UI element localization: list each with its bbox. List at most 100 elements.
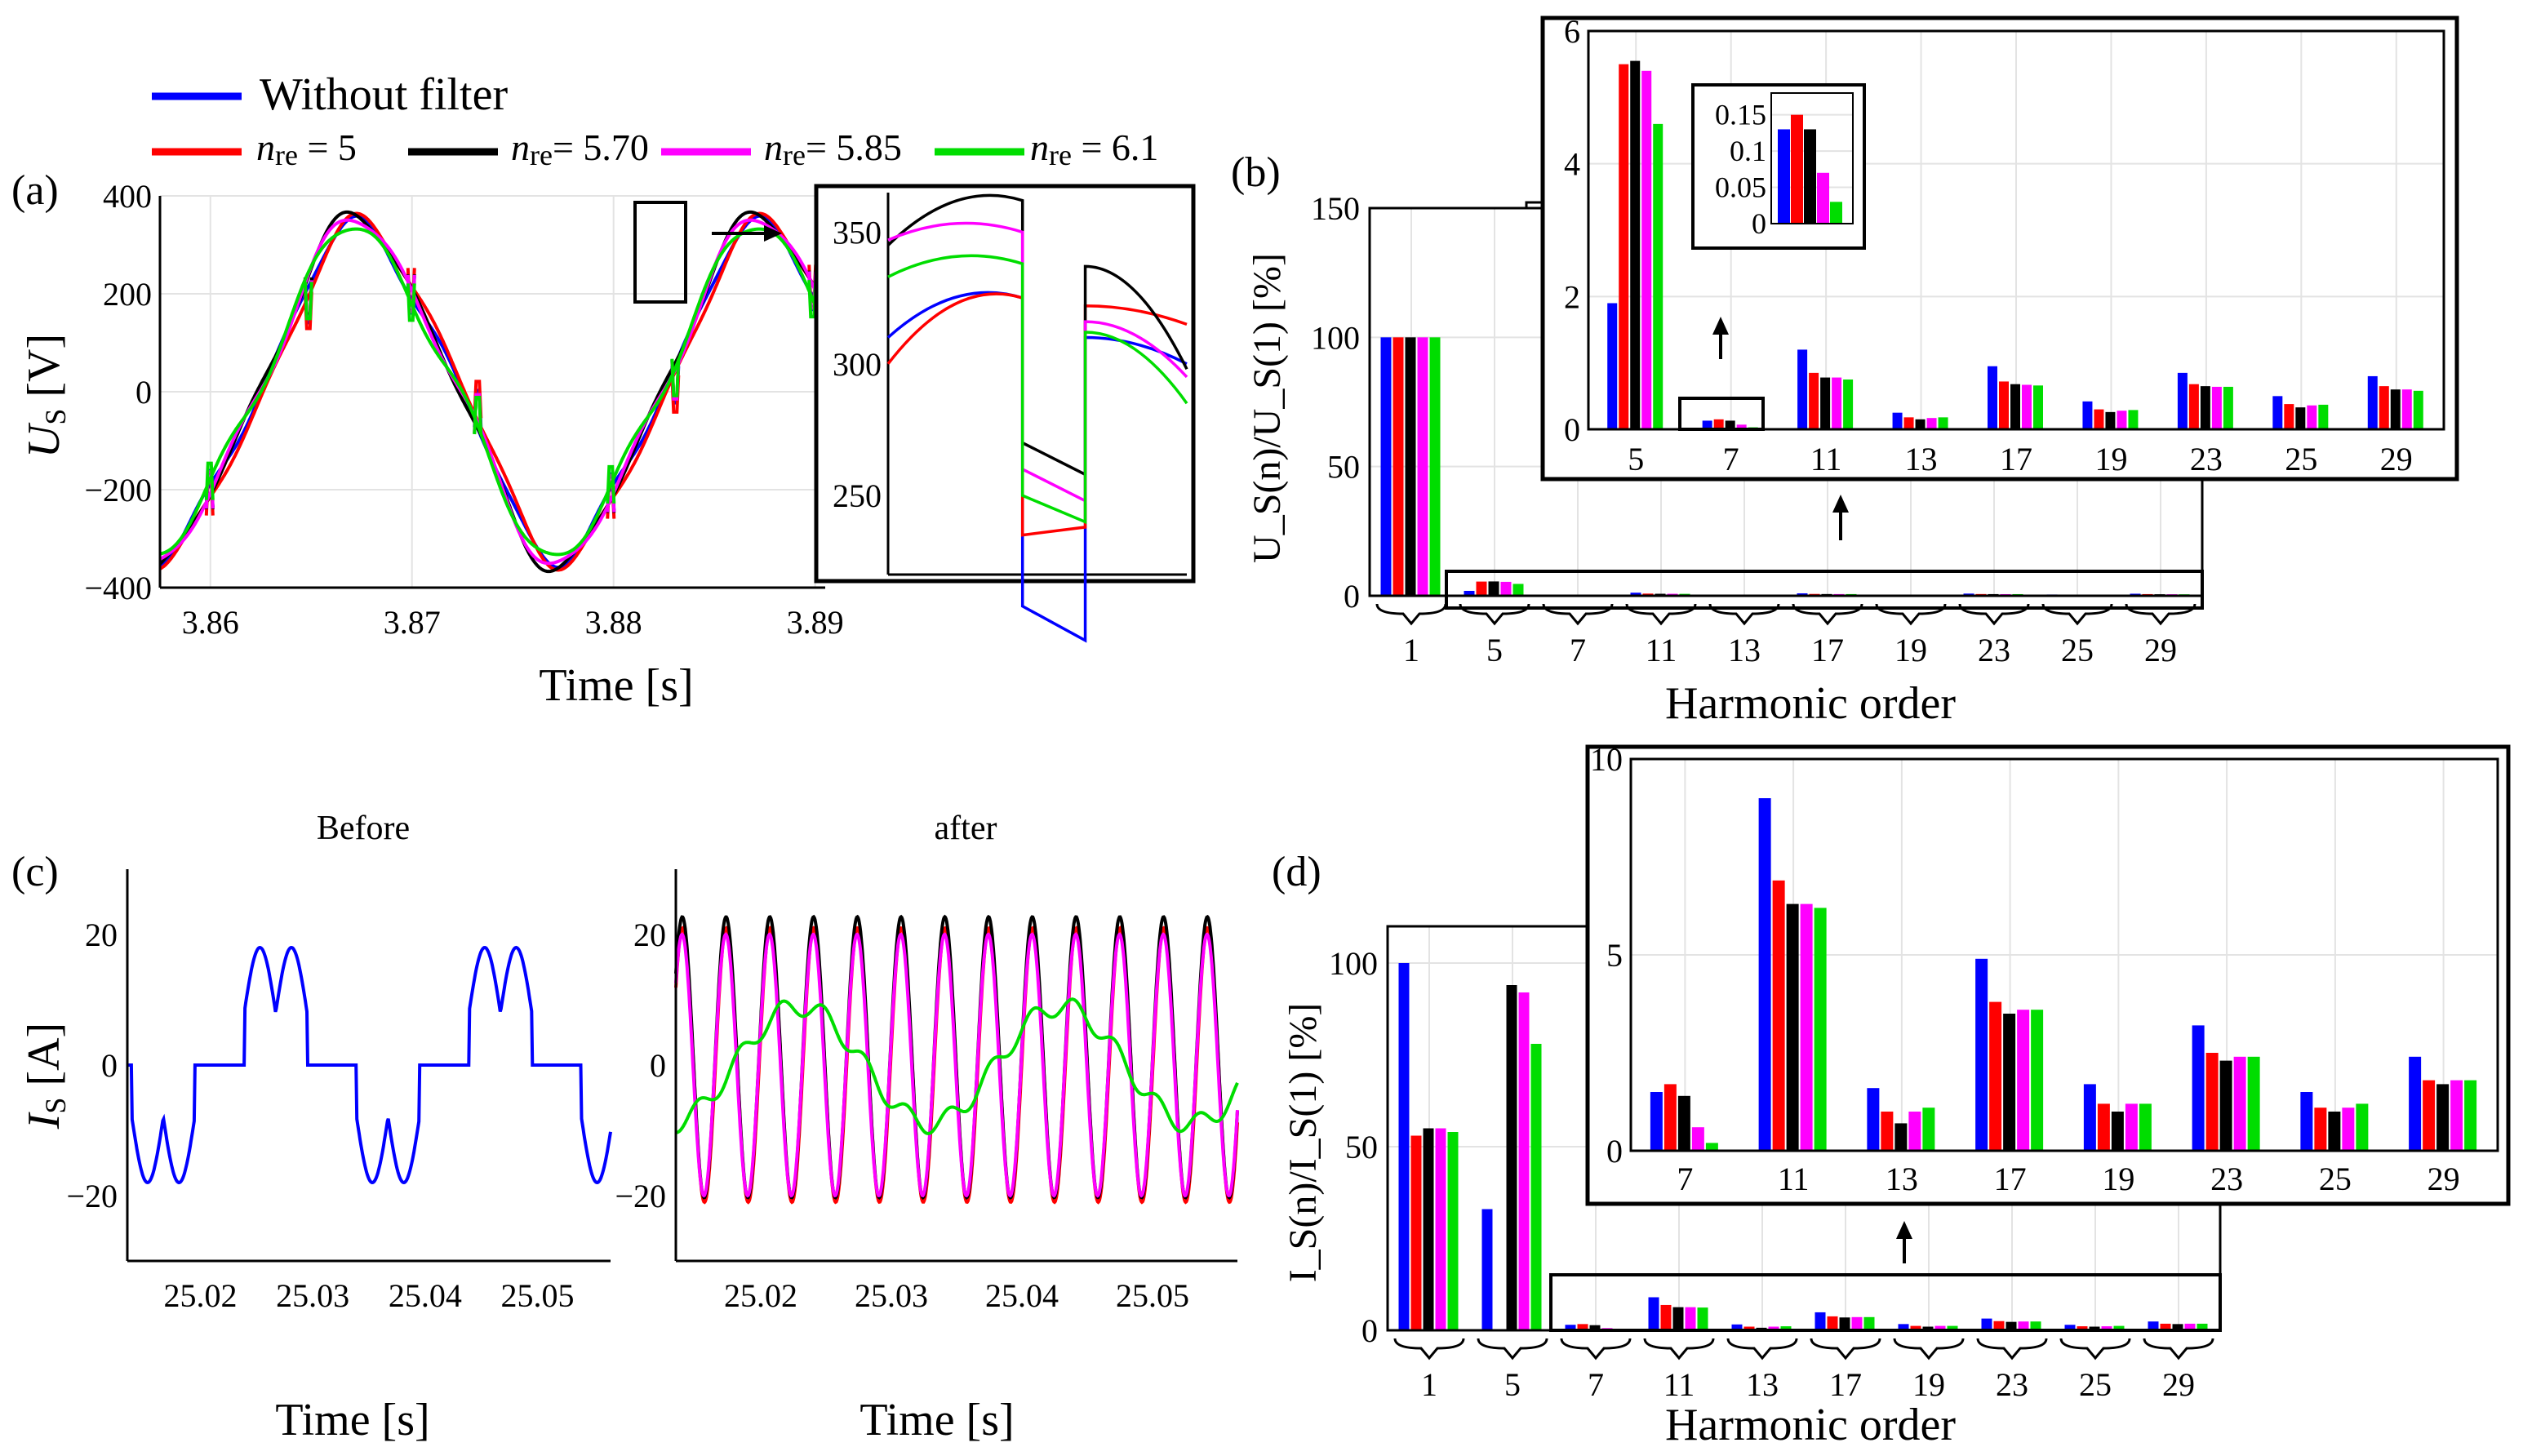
panel-b-zoom-bar	[2390, 389, 2401, 429]
panel-d-ylabel: I_S(n)/I_S(1) [%]	[1281, 1003, 1325, 1283]
panel-b-zoom7-bar	[1778, 129, 1790, 224]
panel-b-zoom-bar	[1809, 372, 1819, 429]
panel-a-xlabel: Time [s]	[539, 660, 693, 711]
panel-d-bar	[1947, 1325, 1958, 1330]
panel-a-inset-ytick-label: 250	[833, 477, 882, 514]
panel-b-zoom7-ytick-label: 0.1	[1730, 135, 1766, 167]
panel-b-xtick-label: 29	[2144, 632, 2177, 668]
panel-label-b: (b)	[1231, 149, 1281, 196]
panel-b-zoom-xtick-label: 17	[2000, 441, 2032, 477]
panel-b-ytick-label: 100	[1311, 319, 1360, 356]
panel-d-xtick-label: 7	[1588, 1366, 1604, 1403]
panel-b-bar	[1380, 337, 1392, 596]
panel-d-zoom-bar	[2017, 1010, 2030, 1151]
panel-d-zoom-ytick-label: 10	[1590, 741, 1623, 778]
panel-a-notch	[606, 464, 616, 504]
panel-d-bar	[1423, 1128, 1434, 1330]
panel-a-xtick-label: 3.88	[585, 604, 642, 641]
panel-a-ytick-label: 200	[103, 276, 152, 313]
panel-d-bar	[1898, 1324, 1909, 1330]
panel-a-xtick-label: 3.86	[182, 604, 239, 641]
panel-d-bar	[2148, 1321, 2159, 1330]
panel-d-bar	[1934, 1325, 1946, 1330]
panel-b-zoom7-axes	[1770, 92, 1854, 224]
panel-d-zoom-bar	[1663, 1084, 1677, 1151]
panel-b-xtick-label: 25	[2061, 632, 2094, 668]
panel-d-xtick-label: 19	[1912, 1366, 1945, 1403]
panel-b-xtick-label: 11	[1646, 632, 1677, 668]
panel-a-zoom-box	[633, 201, 687, 304]
panel-c-after-ytick-label: 20	[633, 917, 666, 953]
panel-b-xtick-label: 5	[1486, 632, 1503, 668]
panel-b-zoom7-ytick-label: 0.15	[1715, 99, 1766, 131]
panel-b-zoom-axes	[1587, 29, 2445, 431]
panel-c-after-series-line	[676, 997, 1239, 1135]
panel-b-bar	[1630, 593, 1641, 596]
panel-b-zoom-bar	[2094, 409, 2104, 429]
panel-d-zoom-xtick-label: 23	[2210, 1161, 2243, 1197]
panel-b-xtick-label: 23	[1978, 632, 2010, 668]
panel-d-bar	[2101, 1326, 2112, 1330]
panel-b-xtick-label: 1	[1403, 632, 1419, 668]
panel-b-zoom-bar	[2033, 385, 2043, 429]
panel-b-zoom-bar	[2401, 389, 2412, 429]
panel-d-bar	[1398, 963, 1410, 1330]
panel-d-zoom-bar	[2423, 1080, 2436, 1151]
panel-a-zoom-arrowhead	[764, 225, 782, 242]
panel-a-inset-ytick-label: 350	[833, 214, 882, 251]
panel-b-xtick-label: 13	[1728, 632, 1761, 668]
panel-a-inset-frame	[814, 184, 1196, 584]
panel-d-zoom-bar	[1975, 958, 1988, 1151]
panel-b-zoom-bar	[2177, 372, 2188, 429]
panel-d-zoom-bar	[2233, 1056, 2246, 1151]
panel-a-notch	[670, 358, 681, 397]
panel-d-bar	[2160, 1323, 2171, 1330]
panel-d-bar	[1577, 1324, 1588, 1330]
panel-d-zoom-xtick-label: 17	[1994, 1161, 2027, 1197]
legend-label-nre-585: nre= 5.85	[764, 127, 902, 171]
panel-b-zoom-bar	[2022, 384, 2032, 429]
panel-b-bar	[1476, 581, 1487, 596]
panel-c-after-xtick-label: 25.04	[985, 1277, 1059, 1314]
panel-b-connector	[1370, 201, 1544, 210]
panel-d-bar	[1660, 1304, 1672, 1330]
panel-a-notch	[406, 283, 416, 322]
panel-b-bar	[1464, 590, 1475, 596]
panel-b-ytick-label: 50	[1327, 449, 1360, 486]
panel-b-zoom-bar	[1797, 349, 1808, 429]
panel-d-bar	[1530, 1044, 1542, 1330]
panel-b-zoom-bar	[2188, 384, 2199, 429]
panel-a-notch	[473, 396, 483, 435]
panel-d-zoom-bar	[2328, 1112, 2341, 1151]
panel-b-zoom-bar	[2211, 386, 2222, 429]
panel-c-after-title: after	[935, 810, 997, 847]
panel-b-zoom-bar	[1736, 424, 1747, 429]
panel-b-bar	[1500, 581, 1512, 596]
panel-b-bar	[1429, 337, 1441, 596]
panel-d-zoom-bar	[1772, 880, 1785, 1151]
panel-b-zoom-bar	[1832, 377, 1842, 429]
panel-d-category-brace	[2143, 1338, 2214, 1361]
panel-d-xtick-label: 23	[1996, 1366, 2028, 1403]
panel-d-bar	[1565, 1325, 1576, 1330]
panel-label-c: (c)	[11, 849, 59, 895]
panel-d-zoom-bar	[2097, 1103, 2110, 1151]
panel-d-category-brace	[1477, 1338, 1548, 1361]
panel-a-ylabel: US [V]	[19, 334, 72, 458]
panel-d-bar	[2064, 1325, 2076, 1330]
panel-b-xtick-label: 19	[1894, 632, 1927, 668]
panel-d-zoom-bar	[2111, 1112, 2124, 1151]
panel-a-notch	[303, 282, 313, 321]
panel-b-zoom-arrowhead	[1832, 495, 1849, 513]
panel-c-before-xtick-label: 25.04	[389, 1277, 462, 1314]
panel-b-zoom-bar	[1915, 419, 1926, 429]
panel-d-zoom-bar	[1867, 1088, 1880, 1151]
panel-d-zoom-bar	[1881, 1112, 1894, 1151]
panel-d-zoom-ytick-label: 5	[1606, 937, 1623, 974]
panel-d-category-brace	[1560, 1338, 1632, 1361]
panel-d-bar	[2018, 1321, 2029, 1330]
panel-d-xtick-label: 25	[2079, 1366, 2112, 1403]
panel-c-ylabel: IS [A]	[19, 1023, 72, 1130]
